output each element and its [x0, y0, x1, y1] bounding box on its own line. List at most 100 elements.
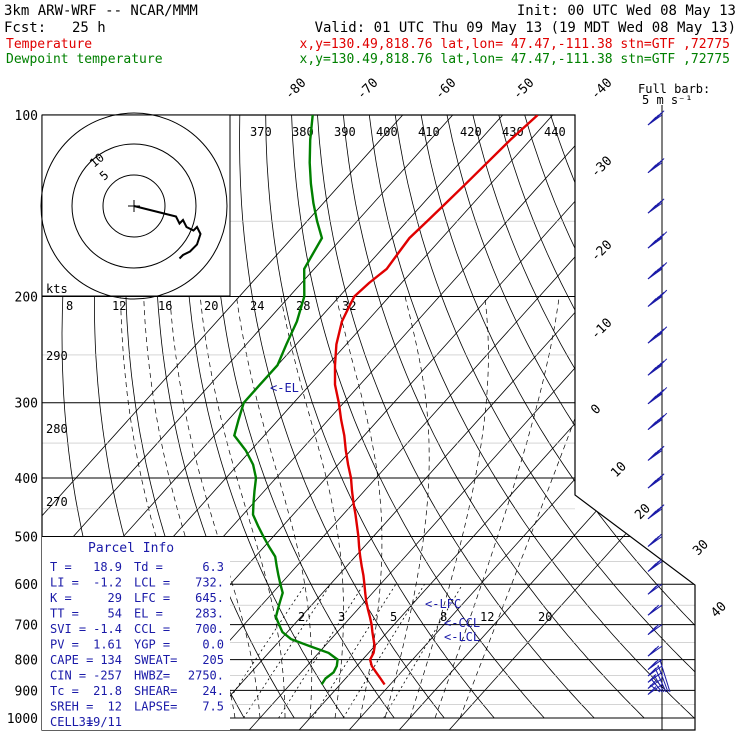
wind-barb: [647, 645, 663, 657]
parcel-info-title: Parcel Info: [88, 541, 174, 556]
parcel-value: 0.0: [202, 638, 224, 652]
wind-barb: [647, 504, 665, 520]
parcel-value: LI =: [50, 576, 79, 590]
hodograph-ring: [71, 143, 197, 269]
wind-barb-cluster: [651, 679, 663, 693]
wind-barb-flag: [658, 262, 668, 271]
wind-barb-flag: [658, 412, 668, 422]
isotherm-line: [348, 115, 695, 730]
parcel-value: -1.2: [93, 576, 122, 590]
isotherm-label: 30: [690, 537, 712, 559]
wind-barb: [647, 624, 663, 636]
parcel-value: SREH =: [50, 700, 93, 714]
isotherm-label: -60: [432, 76, 459, 103]
theta-label: 370: [250, 125, 272, 139]
top-scale-tick: 12: [112, 299, 126, 313]
parcel-value: 205: [202, 653, 224, 667]
parcel-value: 283.: [195, 607, 224, 621]
dry-adiabat: [679, 115, 695, 719]
parcel-value: 6.3: [202, 560, 224, 574]
hodograph-units: kts: [46, 282, 68, 296]
moist-adiabat: [384, 296, 430, 719]
isotherm-label: 40: [708, 599, 730, 621]
isotherm-label: -10: [588, 316, 615, 343]
mixing-ratio-label: 8: [440, 610, 447, 624]
parcel-value: PV =: [50, 638, 79, 652]
parcel-value: CCL =: [134, 622, 170, 636]
isotherm-label: -50: [510, 76, 537, 103]
wind-barb: [647, 665, 663, 677]
pressure-tick-label: 200: [15, 291, 38, 306]
isotherm-label: 10: [608, 459, 630, 481]
parcel-value: TT =: [50, 607, 79, 621]
wind-barb: [647, 604, 663, 616]
top-scale-tick: 16: [158, 299, 172, 313]
theta-label: 410: [418, 125, 440, 139]
fcst-value: 25 h: [72, 20, 106, 36]
pressure-tick-label: 300: [15, 397, 38, 412]
hodograph-ring: [40, 112, 228, 300]
parcel-value: T =: [50, 560, 72, 574]
wind-barb: [647, 473, 665, 489]
mixing-ratio-label: 20: [538, 610, 552, 624]
wind-barb-flag: [650, 624, 660, 633]
isotherm-line: [448, 115, 695, 730]
parcel-value: 7.5: [202, 700, 224, 714]
wind-barb-flag: [650, 583, 660, 593]
isotherm-line: [148, 115, 695, 730]
hodograph-ring: [102, 174, 166, 238]
wind-barb: [647, 326, 668, 344]
temperature-location: x,y=130.49,818.76 lat,lon= 47.47,-111.38…: [300, 37, 730, 52]
parcel-value: K =: [50, 591, 72, 605]
barb-key-title: Full barb:: [638, 82, 710, 96]
wind-barb-flag: [658, 358, 668, 368]
temperature-profile: [333, 115, 539, 686]
parcel-info-panel: Parcel Info T = 18.9 Td = 6.3 LI = -1.2 LCL = 7…: [42, 537, 230, 730]
wind-barb-flag: [658, 231, 668, 241]
isotherm-label: -70: [354, 76, 381, 103]
dry-adiabat: [524, 115, 695, 719]
mixing-ratio-line: [342, 583, 425, 719]
parcel-value: 645.: [195, 591, 224, 605]
top-scale-tick: 24: [250, 299, 264, 313]
mixing-ratio-line: [216, 583, 306, 719]
wind-barb: [647, 583, 663, 595]
dewpoint-profile: [232, 115, 339, 686]
isotherm-line: [42, 115, 478, 730]
dry-adiabat: [498, 115, 695, 719]
wind-barb: [647, 262, 668, 280]
pressure-tick-label: 400: [15, 472, 38, 487]
el-marker: <-EL: [270, 381, 299, 395]
parcel-value: 2750.: [188, 669, 224, 683]
isotherm-line: [248, 115, 695, 730]
mixing-ratio-label: 3: [338, 610, 345, 624]
isotherm-line: [42, 115, 428, 730]
parcel-value: LAPSE=: [134, 700, 177, 714]
wind-barb-flag: [653, 558, 662, 568]
theta-label: 270: [46, 495, 68, 509]
parcel-value: 18.9: [93, 560, 122, 574]
init-time: Init: 00 UTC Wed 08 May 13: [517, 3, 736, 19]
parcel-value: -257: [93, 669, 122, 683]
pressure-tick-label: 100: [15, 109, 38, 124]
dewpoint-location: x,y=130.49,818.76 lat,lon= 47.47,-111.38…: [300, 52, 730, 67]
wind-barb-flag: [655, 158, 665, 167]
parcel-value: CELL =: [50, 715, 93, 729]
wind-barb: [647, 198, 665, 214]
hodograph-trace: [133, 205, 202, 260]
wind-barb-cluster: [653, 674, 665, 693]
wind-barb-flag: [650, 659, 660, 668]
mixing-ratio-line: [312, 583, 397, 719]
dry-adiabat: [291, 115, 545, 719]
wind-barb: [647, 445, 665, 461]
parcel-value: SHEAR=: [134, 684, 177, 698]
wind-barb-flag: [655, 504, 665, 513]
wind-barb: [647, 659, 663, 670]
wind-barb: [647, 289, 668, 307]
isotherm-label: -20: [588, 238, 615, 265]
wind-barb-flag: [650, 645, 660, 655]
dry-adiabat: [627, 115, 695, 719]
wind-barb-flag: [655, 110, 665, 120]
